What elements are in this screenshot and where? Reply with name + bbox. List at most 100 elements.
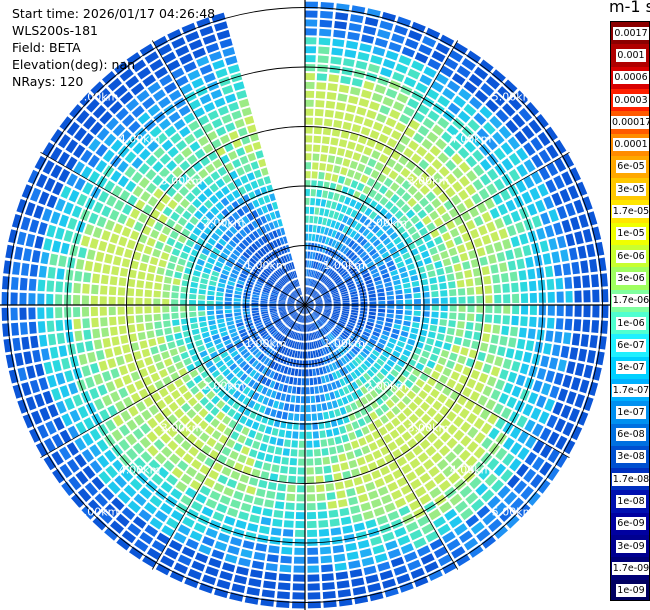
- ray-gate-cell: [306, 297, 311, 304]
- ray-gate-cell: [291, 292, 298, 298]
- ray-gate-cell: [14, 352, 24, 367]
- ray-gate-cell: [12, 337, 21, 352]
- ray-gate-cell: [369, 101, 380, 111]
- ray-gate-cell: [370, 169, 380, 179]
- ray-gate-cell: [185, 239, 195, 248]
- ray-gate-cell: [306, 305, 314, 308]
- ray-gate-cell: [385, 286, 393, 292]
- ray-gate-cell: [328, 509, 339, 518]
- ray-gate-cell: [269, 306, 277, 309]
- ray-gate-cell: [427, 377, 437, 387]
- ray-gate-cell: [423, 459, 435, 470]
- ray-gate-cell: [132, 442, 145, 455]
- ray-gate-cell: [19, 322, 28, 335]
- ray-gate-cell: [209, 194, 219, 204]
- ray-gate-cell: [249, 257, 257, 265]
- ray-gate-cell: [314, 331, 318, 339]
- ray-gate-cell: [345, 237, 352, 246]
- ray-gate-cell: [277, 354, 283, 363]
- ray-gate-cell: [372, 46, 386, 57]
- ray-gate-cell: [437, 356, 447, 366]
- ray-gate-cell: [383, 177, 393, 188]
- ray-gate-cell: [422, 215, 432, 225]
- ray-gate-cell: [217, 389, 226, 398]
- ray-gate-cell: [254, 286, 262, 291]
- colorbar-level: 1.7e-06: [611, 289, 649, 312]
- ray-gate-cell: [315, 395, 321, 403]
- ray-gate-cell: [329, 518, 340, 527]
- ray-gate-cell: [305, 162, 312, 170]
- ray-gate-cell: [400, 231, 410, 240]
- ray-gate-cell: [42, 390, 54, 405]
- colorbar-level: 0.00017: [611, 111, 649, 134]
- ray-gate-cell: [231, 110, 242, 120]
- ray-gate-cell: [318, 37, 331, 46]
- ray-gate-cell: [269, 436, 277, 445]
- ray-gate-cell: [489, 115, 503, 129]
- ray-gate-cell: [38, 265, 47, 278]
- colorbar-tick-label: 1e-07: [616, 405, 646, 419]
- ray-gate-cell: [327, 191, 334, 200]
- ray-gate-cell: [330, 220, 337, 228]
- ray-gate-cell: [306, 269, 309, 277]
- ray-gate-cell: [99, 409, 110, 421]
- ray-gate-cell: [380, 67, 393, 78]
- ray-gate-cell: [105, 219, 115, 231]
- ray-gate-cell: [351, 468, 361, 477]
- ray-gate-cell: [239, 474, 250, 484]
- ray-gate-cell: [187, 69, 201, 81]
- ray-gate-cell: [514, 350, 524, 361]
- ray-gate-cell: [122, 374, 132, 385]
- ray-gate-cell: [173, 421, 184, 432]
- ray-gate-cell: [203, 72, 216, 83]
- ray-gate-cell: [315, 302, 323, 304]
- ray-gate-cell: [205, 341, 214, 349]
- ray-gate-cell: [481, 489, 495, 503]
- ray-gate-cell: [211, 138, 222, 149]
- ray-gate-cell: [484, 314, 493, 323]
- ray-gate-cell: [337, 499, 348, 508]
- ray-gate-cell: [384, 587, 399, 598]
- ray-gate-cell: [212, 355, 221, 364]
- ray-gate-cell: [296, 303, 303, 305]
- ray-gate-cell: [310, 242, 315, 251]
- ray-gate-cell: [300, 405, 305, 413]
- ray-gate-cell: [497, 203, 508, 216]
- ray-gate-cell: [203, 188, 213, 198]
- ray-gate-cell: [386, 313, 394, 319]
- ray-gate-cell: [225, 243, 234, 252]
- ray-gate-cell: [401, 192, 412, 202]
- ray-gate-cell: [306, 449, 313, 457]
- ray-gate-cell: [396, 93, 409, 104]
- ray-gate-cell: [320, 338, 326, 346]
- ray-gate-cell: [153, 425, 165, 437]
- ray-gate-cell: [321, 290, 329, 295]
- ray-gate-cell: [465, 322, 474, 330]
- ray-gate-cell: [356, 324, 364, 330]
- ray-gate-cell: [332, 250, 339, 259]
- ray-gate-cell: [415, 379, 425, 388]
- ray-gate-cell: [241, 135, 251, 145]
- ray-gate-cell: [523, 159, 536, 173]
- ray-gate-cell: [248, 578, 262, 588]
- ray-gate-cell: [411, 21, 426, 33]
- ray-gate-cell: [271, 251, 277, 259]
- ray-gate-cell: [197, 305, 205, 311]
- ray-gate-cell: [337, 213, 345, 222]
- ray-gate-cell: [399, 215, 409, 225]
- ray-gate-cell: [398, 505, 411, 517]
- ring-label: 3.00km: [161, 421, 203, 434]
- ray-gate-cell: [298, 306, 304, 311]
- ray-gate-cell: [296, 503, 305, 511]
- ray-gate-cell: [452, 443, 465, 455]
- ray-gate-cell: [283, 316, 290, 322]
- ray-gate-cell: [497, 485, 511, 499]
- ray-gate-cell: [278, 573, 291, 582]
- ray-gate-cell: [376, 320, 384, 326]
- ray-gate-cell: [493, 502, 507, 516]
- ray-gate-cell: [289, 262, 293, 270]
- ray-gate-cell: [323, 310, 331, 313]
- ray-gate-cell: [290, 293, 297, 299]
- ray-gate-cell: [237, 219, 246, 228]
- ray-gate-cell: [214, 21, 228, 32]
